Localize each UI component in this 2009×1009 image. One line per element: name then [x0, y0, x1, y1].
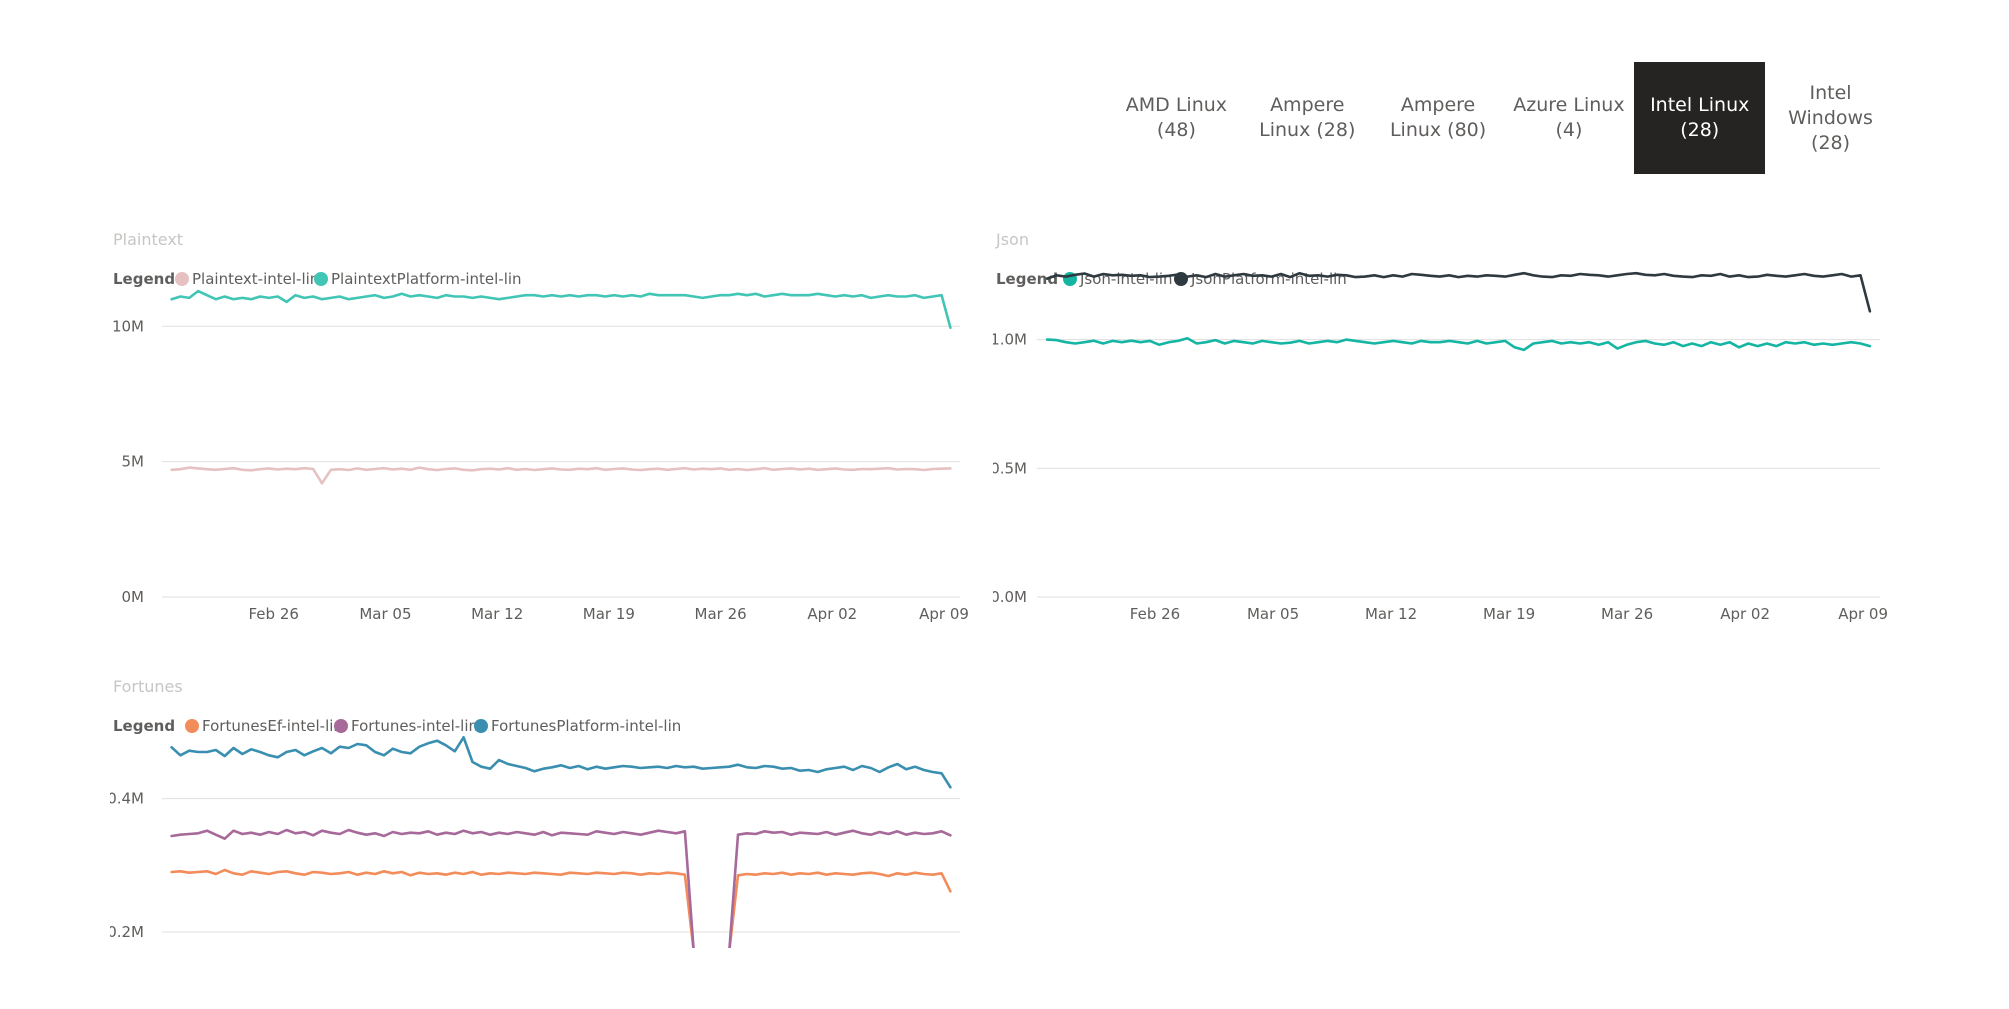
x-tick-label: Mar 26: [695, 605, 747, 623]
tab-amd-linux-label: AMD Linux (48): [1125, 94, 1228, 141]
tab-intel-windows-label: Intel Windows (28): [1788, 81, 1873, 154]
tab-intel-windows[interactable]: Intel Windows (28): [1765, 62, 1896, 174]
chart-fortunes: Fortunes Legend FortunesEf-intel-lin Fortun…: [110, 672, 970, 948]
legend-entry: Json-intel-lin: [1079, 270, 1173, 288]
tab-amd-linux[interactable]: AMD Linux (48): [1111, 62, 1242, 174]
legend-title: Legend: [113, 717, 175, 735]
series-line: [170, 466, 952, 485]
x-tick-label: Mar 12: [1365, 605, 1417, 623]
chart-title: Fortunes: [113, 677, 183, 696]
platform-tabs: AMD Linux (48) Ampere Linux (28) Ampere Lin…: [1111, 62, 1896, 174]
legend-marker: [175, 272, 189, 286]
plot-area: [170, 736, 952, 948]
plaintext-chart-svg: Plaintext Legend Plaintext-intel-lin Plaint…: [112, 230, 969, 623]
plot-area: [170, 289, 952, 485]
tab-intel-linux-label: Intel Linux (28): [1650, 94, 1750, 141]
x-tick-label: Mar 19: [1483, 605, 1535, 623]
legend-entry: FortunesEf-intel-lin: [202, 717, 343, 735]
legend-marker: [474, 719, 488, 733]
y-tick-label: 10M: [112, 317, 144, 335]
tab-azure-linux[interactable]: Azure Linux (4): [1503, 62, 1634, 174]
legend-entry: JsonPlatform-intel-lin: [1190, 270, 1347, 288]
chart-title: Json: [995, 230, 1029, 249]
x-tick-label: Mar 05: [1247, 605, 1299, 623]
x-tick-label: Mar 26: [1601, 605, 1653, 623]
y-tick-label: 1.0M: [993, 331, 1027, 349]
series-line: [1045, 337, 1872, 352]
x-tick-label: Apr 02: [1720, 605, 1770, 623]
tab-intel-linux[interactable]: Intel Linux (28): [1634, 62, 1766, 174]
x-tick-label: Mar 05: [359, 605, 411, 623]
x-tick-label: Feb 26: [1130, 605, 1180, 623]
x-tick-label: Apr 09: [1838, 605, 1888, 623]
x-tick-label: Apr 02: [807, 605, 857, 623]
legend-title: Legend: [113, 270, 175, 288]
y-tick-label: 0.0M: [993, 588, 1027, 606]
chart-title: Plaintext: [113, 230, 183, 249]
x-tick-label: Mar 12: [471, 605, 523, 623]
x-tick-label: Feb 26: [249, 605, 299, 623]
legend-entry: Plaintext-intel-lin: [192, 270, 319, 288]
legend-entry: Fortunes-intel-lin: [351, 717, 478, 735]
tab-ampere-linux-80[interactable]: Ampere Linux (80): [1373, 62, 1504, 174]
y-tick-label: 0M: [122, 588, 145, 606]
x-tick-label: Apr 09: [919, 605, 969, 623]
series-line: [170, 868, 952, 948]
x-tick-label: Mar 19: [583, 605, 635, 623]
tab-ampere-linux-80-label: Ampere Linux (80): [1389, 94, 1487, 141]
y-tick-label: 5M: [122, 453, 145, 471]
y-tick-label: 0.4M: [110, 790, 144, 808]
fortunes-chart-svg: Fortunes Legend FortunesEf-intel-lin Fortun…: [110, 677, 960, 948]
series-line: [170, 289, 952, 329]
legend-marker: [334, 719, 348, 733]
chart-plaintext: Plaintext Legend Plaintext-intel-lin Plaint…: [110, 225, 970, 635]
legend-title: Legend: [996, 270, 1058, 288]
legend-marker: [314, 272, 328, 286]
y-tick-label: 0.5M: [993, 459, 1027, 477]
series-line: [1045, 271, 1872, 313]
json-chart-svg: Json Legend Json-intel-lin JsonPlatform-int…: [993, 230, 1888, 623]
tab-azure-linux-label: Azure Linux (4): [1513, 94, 1625, 141]
legend-entry: FortunesPlatform-intel-lin: [491, 717, 681, 735]
y-tick-label: 0.2M: [110, 923, 144, 941]
series-line: [170, 736, 952, 789]
chart-json: Json Legend Json-intel-lin JsonPlatform-int…: [993, 225, 1893, 635]
tab-ampere-linux-28-label: Ampere Linux (28): [1259, 94, 1356, 141]
legend-marker: [185, 719, 199, 733]
tab-ampere-linux-28[interactable]: Ampere Linux (28): [1242, 62, 1373, 174]
plot-area: [1045, 271, 1872, 352]
series-line: [170, 828, 952, 948]
legend-entry: PlaintextPlatform-intel-lin: [331, 270, 522, 288]
